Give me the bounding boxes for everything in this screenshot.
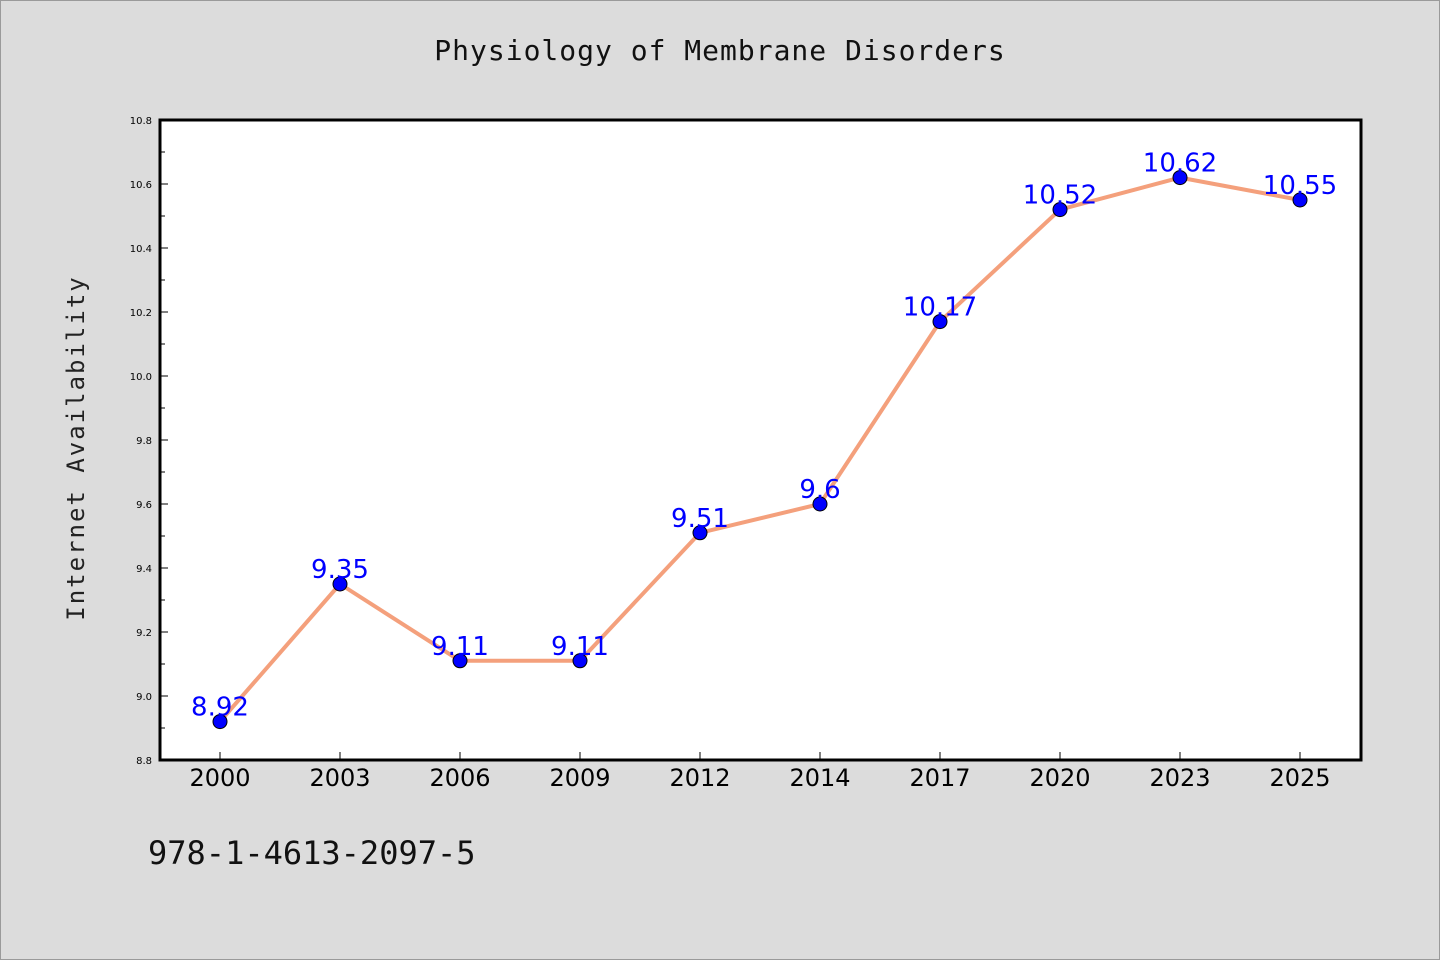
- y-axis-label: Internet Availability: [62, 275, 90, 620]
- data-label: 8.92: [191, 693, 249, 723]
- y-tick-label: 10.0: [130, 372, 152, 383]
- x-tick-label: 2020: [1029, 764, 1090, 792]
- x-tick-label: 2003: [309, 764, 370, 792]
- y-tick-label: 10.6: [130, 180, 152, 191]
- data-point: [692, 525, 708, 541]
- x-tick-label: 2014: [789, 764, 850, 792]
- y-tick-label: 9.0: [136, 692, 152, 703]
- y-tick-label: 9.4: [136, 564, 152, 575]
- data-point: [212, 714, 228, 730]
- data-point: [572, 653, 588, 669]
- data-point: [452, 653, 468, 669]
- data-point: [1292, 192, 1308, 208]
- plot-area: [160, 120, 1361, 760]
- chart-title: Physiology of Membrane Disorders: [434, 34, 1006, 67]
- data-label: 9.11: [431, 632, 489, 662]
- y-tick-label: 8.8: [136, 756, 152, 767]
- x-tick-label: 2023: [1149, 764, 1210, 792]
- y-tick-label: 9.6: [136, 500, 152, 511]
- data-point: [1172, 170, 1188, 186]
- data-label: 10.55: [1263, 171, 1337, 201]
- x-tick-label: 2012: [669, 764, 730, 792]
- data-label: 10.17: [903, 293, 977, 323]
- data-label: 10.52: [1023, 181, 1097, 211]
- x-tick-label: 2000: [189, 764, 250, 792]
- x-axis: 2000 2003 2006 2009 2012 2014 2017 2020 2023 2025: [189, 752, 1331, 792]
- data-label: 9.35: [311, 555, 369, 585]
- data-labels: 8.92 9.35 9.11 9.11 9.51 9.6 10.17 10.52 10.62 10…: [191, 149, 1337, 723]
- y-tick-label: 9.2: [136, 628, 152, 639]
- x-tick-label: 2009: [549, 764, 610, 792]
- y-tick-label: 9.8: [136, 436, 152, 447]
- data-point: [812, 496, 828, 512]
- data-point: [932, 314, 948, 330]
- y-tick-label: 10.2: [130, 308, 152, 319]
- data-label: 9.11: [551, 632, 609, 662]
- series-line: [218, 175, 1301, 723]
- data-label: 9.51: [671, 504, 729, 534]
- data-label: 10.62: [1143, 149, 1217, 179]
- y-tick-label: 10.4: [130, 244, 152, 255]
- series-markers: [212, 170, 1308, 730]
- x-tick-label: 2025: [1269, 764, 1330, 792]
- data-point: [1052, 202, 1068, 218]
- x-tick-label: 2006: [429, 764, 490, 792]
- data-point: [332, 576, 348, 592]
- x-tick-label: 2017: [909, 764, 970, 792]
- y-tick-label: 10.8: [130, 116, 152, 127]
- data-label: 9.6: [799, 475, 840, 505]
- plot-border: [158, 118, 1363, 762]
- footer-code: 978-1-4613-2097-5: [148, 834, 476, 872]
